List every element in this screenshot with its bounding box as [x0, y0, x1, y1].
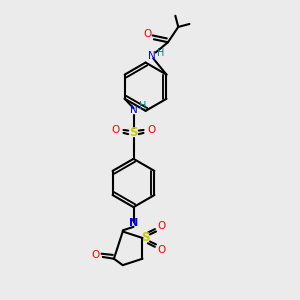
Text: O: O — [148, 125, 156, 135]
Text: O: O — [143, 29, 152, 39]
Text: S: S — [141, 232, 150, 244]
Text: N: N — [148, 51, 156, 62]
Text: O: O — [157, 221, 166, 231]
Text: H: H — [139, 101, 146, 111]
Text: O: O — [92, 250, 100, 260]
Text: N: N — [129, 218, 138, 228]
Text: H: H — [157, 47, 164, 58]
Text: O: O — [111, 125, 119, 135]
Text: N: N — [130, 105, 137, 115]
Text: S: S — [129, 126, 138, 139]
Text: O: O — [157, 245, 166, 255]
